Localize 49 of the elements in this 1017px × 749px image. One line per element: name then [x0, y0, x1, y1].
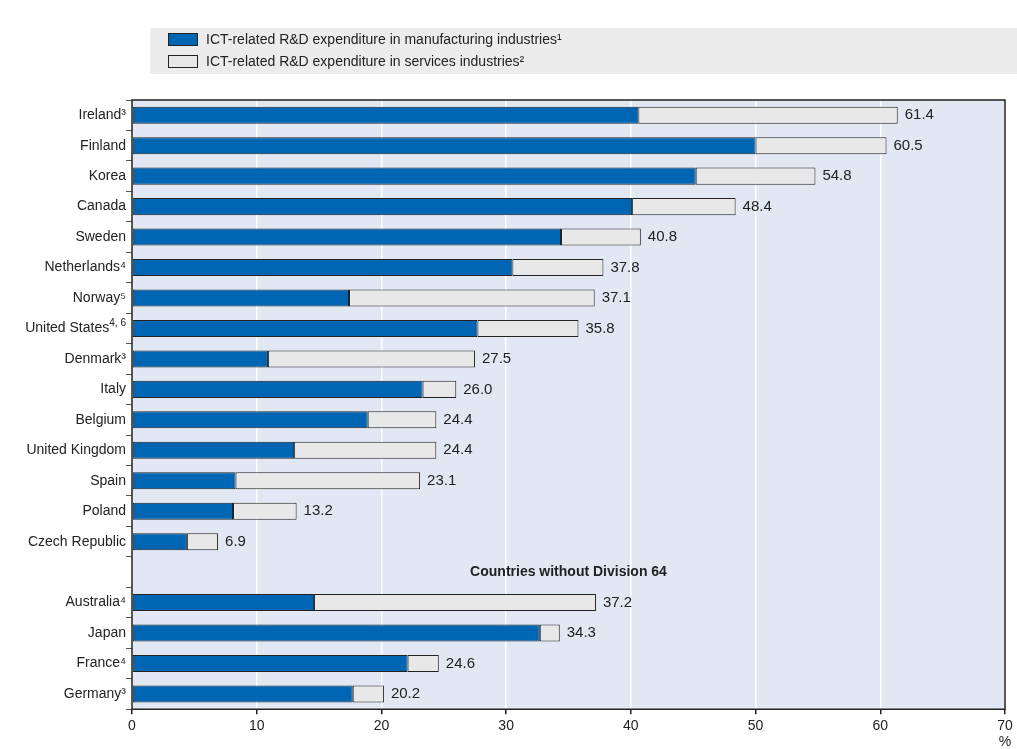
x-tick-label: 30: [498, 717, 515, 734]
x-tick-label: 20: [373, 717, 390, 734]
total-label: 37.1: [601, 288, 631, 306]
y-tick-label: Poland: [82, 502, 126, 519]
legend-label: ICT-related R&D expenditure in manufacturing industries¹: [206, 31, 562, 47]
annotation: Countries without Division 64: [470, 562, 668, 579]
y-tick-label: Ireland³: [78, 106, 127, 123]
y-tick-label: Spain: [90, 471, 127, 488]
total-label: 24.6: [445, 653, 475, 671]
x-tick-label: 10: [248, 717, 265, 734]
y-tick-label: Netherlands⁴: [44, 258, 127, 275]
total-label: 37.2: [602, 592, 633, 610]
total-label: 24.4: [443, 409, 473, 427]
x-tick-label: 50: [747, 717, 764, 734]
y-tick-label: Finland: [80, 136, 126, 153]
y-tick-label: Czech Republic: [27, 532, 127, 549]
total-label: 54.8: [822, 166, 852, 184]
total-label: 34.3: [566, 623, 596, 641]
x-axis-title: %: [998, 733, 1012, 749]
y-tick-label: Norway⁵: [72, 288, 127, 305]
total-label: 20.2: [390, 684, 421, 702]
y-tick-label: Denmark³: [64, 349, 127, 366]
total-label: 24.4: [443, 440, 473, 458]
total-label: 27.5: [481, 349, 512, 367]
y-tick-label: United Kingdom: [26, 441, 127, 458]
total-label: 37.8: [610, 257, 640, 275]
total-label: 61.4: [904, 105, 934, 123]
total-label: 6.9: [225, 531, 246, 549]
y-tick-label: Australia⁴: [65, 593, 126, 610]
y-tick-label: Sweden: [75, 227, 126, 244]
total-label: 40.8: [647, 227, 678, 245]
x-tick-label: 40: [623, 717, 639, 734]
total-label: 13.2: [303, 501, 333, 519]
y-tick-label: Canada: [76, 197, 127, 214]
x-tick-label: 70: [997, 717, 1013, 734]
total-label: 26.0: [463, 379, 493, 397]
total-label: 48.4: [742, 196, 772, 214]
x-tick-label: 60: [872, 717, 889, 734]
y-tick-label: Germany³: [63, 684, 127, 701]
total-label: 60.5: [893, 135, 923, 153]
x-tick-label: 0: [128, 717, 137, 734]
y-tick-label: Italy: [100, 380, 127, 397]
y-tick-label: Japan: [87, 623, 127, 640]
y-tick-label: Korea: [88, 167, 127, 184]
total-label: 35.8: [585, 318, 615, 336]
text: ICT-related R&D expenditure in services industries²: [206, 53, 525, 69]
total-label: 23.1: [427, 470, 457, 488]
y-tick-label: Belgium: [75, 410, 127, 427]
y-tick-label: France⁴: [76, 654, 127, 671]
